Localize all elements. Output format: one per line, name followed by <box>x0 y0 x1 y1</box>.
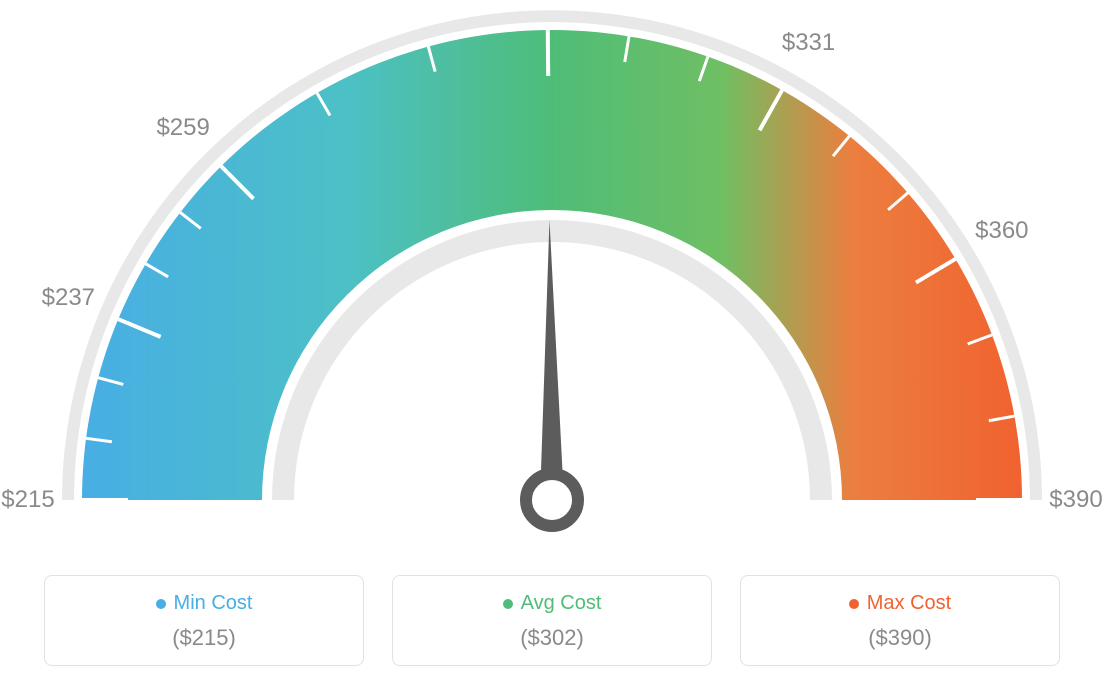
gauge-tick-label: $360 <box>975 217 1028 245</box>
legend-label: Avg Cost <box>521 592 602 615</box>
legend-value: ($302) <box>403 625 701 651</box>
gauge-tick-label: $390 <box>1049 486 1102 514</box>
gauge-tick-label: $237 <box>42 284 95 312</box>
legend-label: Min Cost <box>174 592 253 615</box>
gauge-tick-label: $215 <box>1 486 54 514</box>
gauge-chart: $215$237$259$302$331$360$390 <box>0 0 1104 560</box>
legend-title-max: Max Cost <box>849 592 951 615</box>
legend-card-min: Min Cost ($215) <box>44 575 364 666</box>
dot-icon <box>849 599 859 609</box>
legend-label: Max Cost <box>867 592 951 615</box>
dot-icon <box>156 599 166 609</box>
gauge-tick-label: $259 <box>156 114 209 142</box>
legend-card-avg: Avg Cost ($302) <box>392 575 712 666</box>
legend-card-max: Max Cost ($390) <box>740 575 1060 666</box>
legend-row: Min Cost ($215) Avg Cost ($302) Max Cost… <box>0 575 1104 666</box>
legend-value: ($390) <box>751 625 1049 651</box>
legend-title-avg: Avg Cost <box>503 592 602 615</box>
legend-value: ($215) <box>55 625 353 651</box>
legend-title-min: Min Cost <box>156 592 253 615</box>
dot-icon <box>503 599 513 609</box>
gauge-tick-label: $331 <box>782 29 835 57</box>
gauge-svg <box>0 0 1104 560</box>
